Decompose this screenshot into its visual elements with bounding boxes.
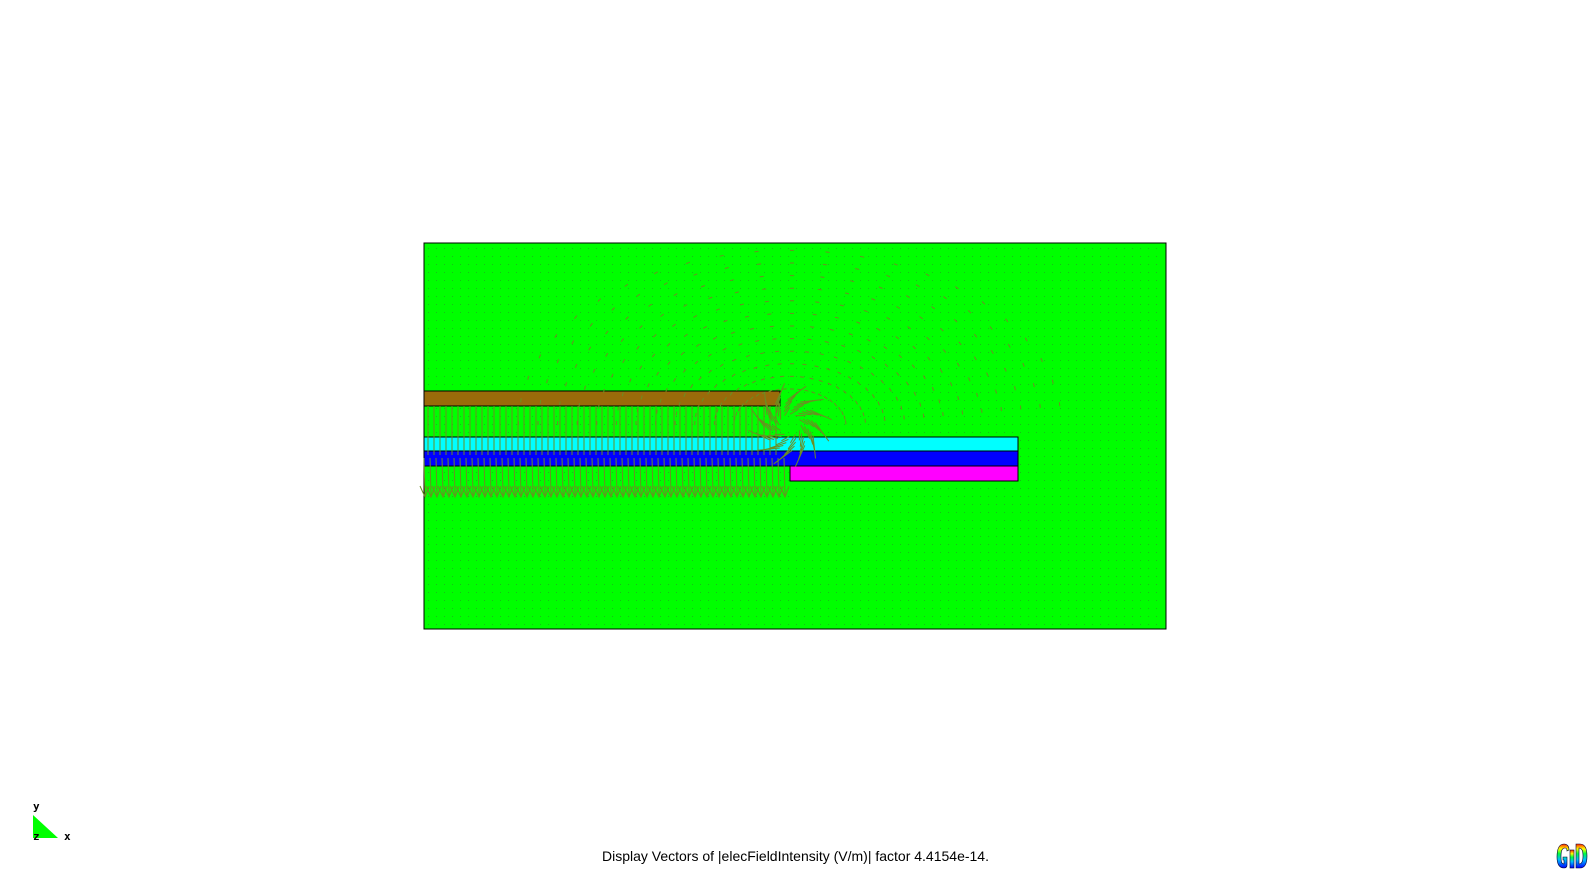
axis-y-label: y — [33, 800, 40, 813]
axis-x-label: x — [64, 830, 71, 843]
field-vectors — [419, 249, 1061, 499]
layer-top-region — [423, 436, 1019, 452]
axis-z-label: z — [33, 830, 40, 843]
axis-triad-icon — [33, 815, 58, 838]
layer-bottom-region — [789, 465, 1019, 482]
gid-logo-icon — [1556, 843, 1588, 869]
status-text: Display Vectors of |elecFieldIntensity (… — [601, 848, 989, 864]
layer-middle-region — [423, 450, 1019, 467]
electrode-region — [423, 390, 781, 407]
